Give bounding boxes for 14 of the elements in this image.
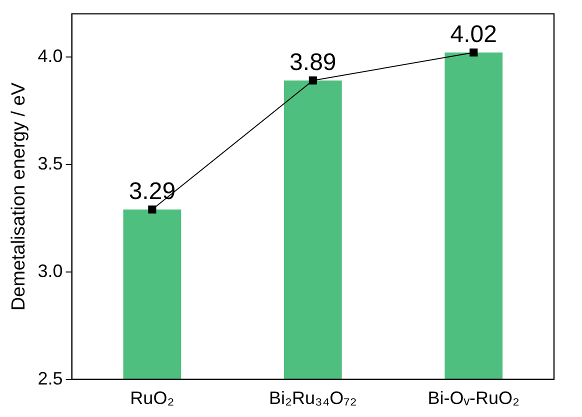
data-label: 4.02 — [450, 21, 497, 48]
y-tick-label: 3.5 — [38, 153, 63, 174]
x-tick-label: Bi-Oᵥ-RuO₂ — [428, 388, 520, 408]
x-tick-label: Bi₂Ru₃₄O₇₂ — [268, 388, 357, 408]
y-tick-label: 4.0 — [38, 46, 63, 66]
point — [470, 48, 478, 57]
point — [148, 205, 156, 214]
data-label: 3.29 — [128, 178, 176, 206]
point — [308, 76, 317, 85]
y-tick-label: 3.0 — [38, 260, 63, 281]
y-tick-label: 2.5 — [38, 368, 63, 388]
y-axis-title: Demetalisation energy / eV — [8, 82, 30, 311]
data-label: 3.89 — [290, 49, 336, 76]
x-tick-label: RuO₂ — [130, 388, 174, 408]
